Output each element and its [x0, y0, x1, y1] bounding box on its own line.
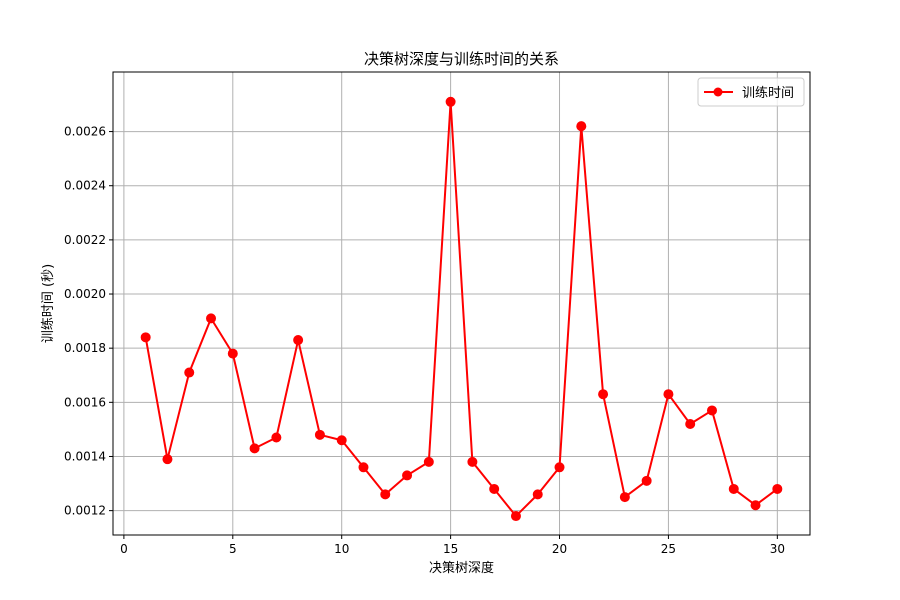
data-point — [685, 418, 696, 429]
legend-label: 训练时间 — [742, 86, 794, 101]
data-point — [227, 348, 238, 359]
legend: 训练时间 — [697, 77, 805, 107]
data-point — [162, 454, 173, 465]
series-layer — [140, 96, 783, 522]
x-tick-label: 5 — [229, 542, 237, 556]
y-tick-label: 0.0022 — [64, 233, 106, 247]
data-point — [532, 489, 543, 500]
data-point — [358, 462, 369, 473]
data-point — [271, 432, 282, 443]
plot-frame — [112, 71, 811, 536]
data-point — [554, 462, 565, 473]
y-axis: 0.0012 0.0014 0.0016 0.0018 0.0020 0.0022 0.00… — [64, 125, 113, 518]
data-point — [510, 511, 521, 522]
data-point — [598, 389, 609, 400]
y-tick-label: 0.0016 — [64, 395, 106, 409]
data-point — [489, 483, 500, 494]
data-point — [641, 475, 652, 486]
data-point — [249, 443, 260, 454]
data-point — [772, 483, 783, 494]
x-tick-label: 30 — [770, 542, 785, 556]
x-axis: 0 5 10 15 20 25 30 — [120, 535, 785, 556]
data-point — [336, 435, 347, 446]
data-point — [445, 96, 456, 107]
data-point — [314, 429, 325, 440]
data-point — [728, 483, 739, 494]
chart-title: 决策树深度与训练时间的关系 — [364, 50, 559, 68]
data-point — [140, 332, 151, 343]
data-point — [380, 489, 391, 500]
data-point — [423, 456, 434, 467]
data-point — [706, 405, 717, 416]
data-point — [184, 367, 195, 378]
x-tick-label: 15 — [443, 542, 458, 556]
series-line — [144, 100, 778, 518]
x-tick-label: 0 — [120, 542, 128, 556]
data-point — [576, 121, 587, 132]
x-axis-label: 决策树深度 — [429, 560, 494, 576]
y-tick-label: 0.0020 — [64, 287, 106, 301]
x-tick-label: 20 — [552, 542, 567, 556]
y-tick-label: 0.0014 — [64, 449, 106, 463]
x-tick-label: 25 — [661, 542, 676, 556]
y-tick-label: 0.0024 — [64, 179, 106, 193]
data-point — [206, 313, 217, 324]
y-axis-label: 训练时间 (秒) — [41, 264, 56, 343]
x-tick-label: 10 — [334, 542, 349, 556]
grid-lines — [113, 72, 810, 535]
data-point — [467, 456, 478, 467]
y-tick-label: 0.0026 — [64, 125, 106, 139]
data-point — [402, 470, 413, 481]
data-point — [663, 389, 674, 400]
y-tick-label: 0.0018 — [64, 341, 106, 355]
data-point — [750, 500, 761, 511]
legend-box — [697, 77, 805, 107]
legend-marker-swatch — [713, 87, 723, 97]
data-point — [619, 492, 630, 503]
data-point — [293, 335, 304, 346]
y-tick-label: 0.0012 — [64, 504, 106, 518]
